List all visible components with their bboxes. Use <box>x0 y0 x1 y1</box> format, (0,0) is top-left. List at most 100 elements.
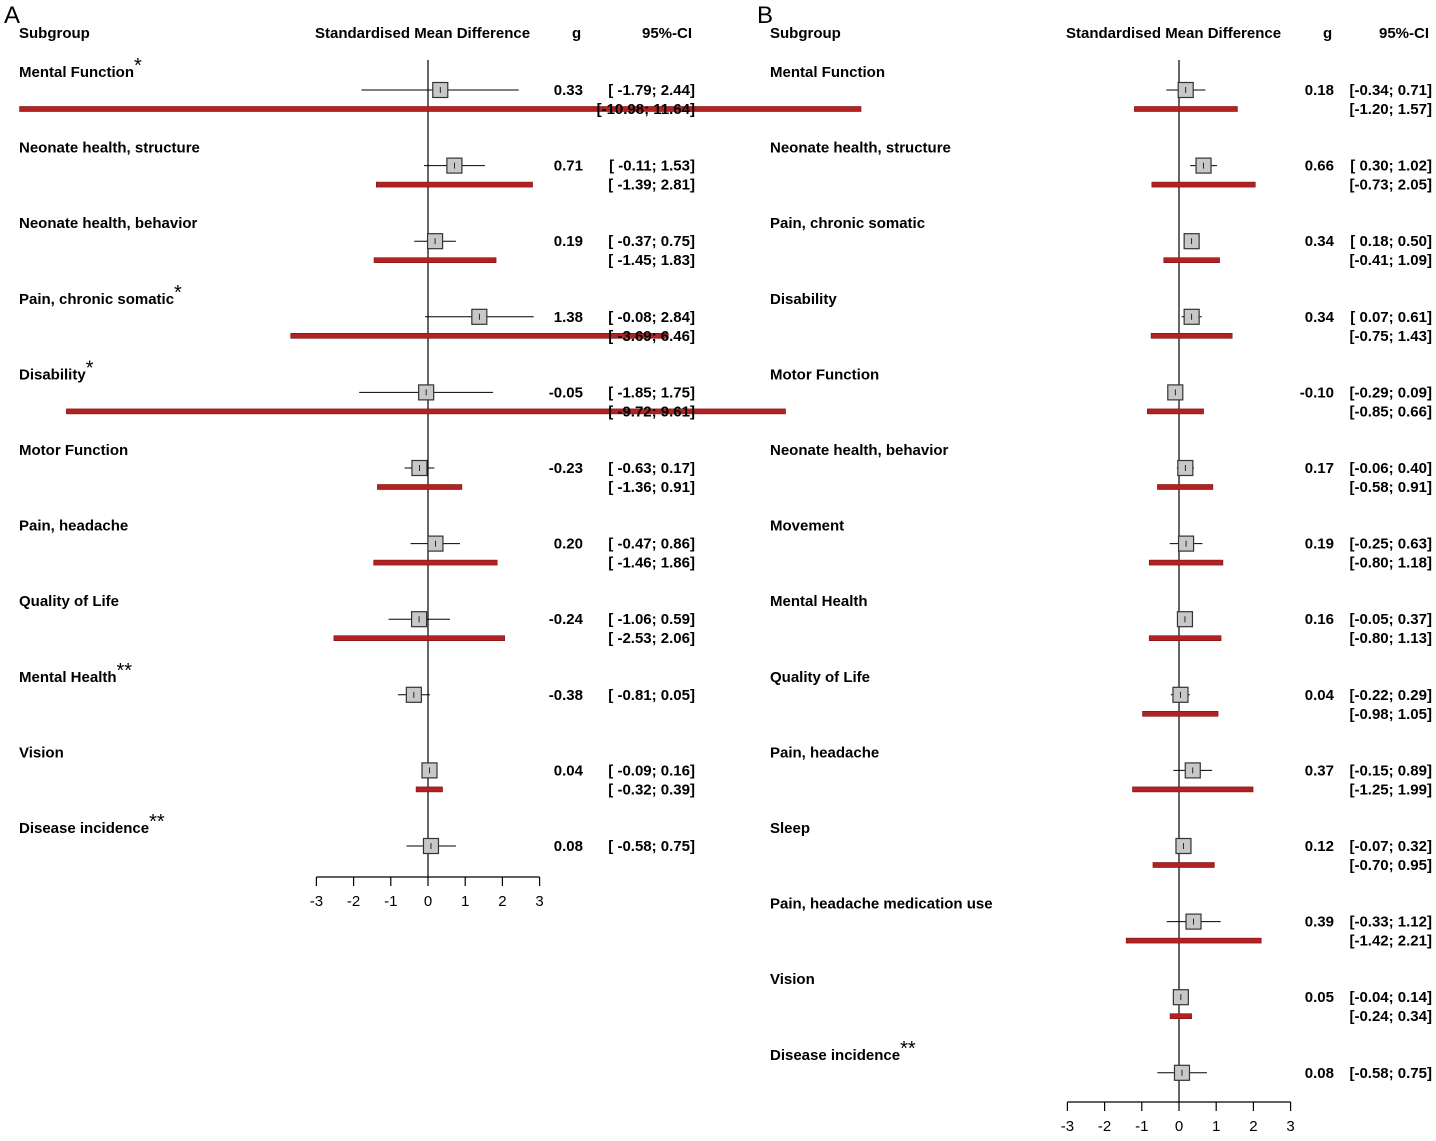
panel-a-ci-value: [ -1.85; 1.75] <box>608 384 695 401</box>
panel-b-x-tick-label: -3 <box>1061 1118 1074 1135</box>
panel-a-significance-mark: ** <box>149 811 165 833</box>
panel-b-x-tick-label: 1 <box>1212 1118 1220 1135</box>
panel-b-prediction-interval <box>1147 408 1204 415</box>
panel-b-prediction-interval <box>1125 937 1262 944</box>
panel-b-prediction-interval <box>1150 332 1233 339</box>
panel-b-g-value: 0.12 <box>1305 838 1334 855</box>
panel-b-row-label: Mental Function <box>770 64 885 81</box>
panel-a-row-label: Disease incidence** <box>19 811 165 837</box>
panel-b-row-label: Pain, headache medication use <box>770 896 993 913</box>
panel-a-g-value: 0.71 <box>554 158 583 175</box>
panel-b-row-label: Disability <box>770 291 837 308</box>
panel-a-x-tick-label: 1 <box>461 893 469 910</box>
panel-a-g-value: 0.08 <box>554 838 583 855</box>
panel-b-pi-value: [-0.98; 1.05] <box>1349 706 1432 723</box>
panel-b-prediction-interval <box>1163 257 1220 264</box>
panel-a-ci-value: [ -0.37; 0.75] <box>608 233 695 250</box>
panel-a-ci-value: [ -0.81; 0.05] <box>608 687 695 704</box>
panel-b-g-value: 0.18 <box>1305 82 1334 99</box>
panel-a-row-label: Disability* <box>19 357 94 383</box>
panel-b-row-label: Pain, headache <box>770 744 879 761</box>
panel-b-g-value: -0.10 <box>1300 384 1334 401</box>
panel-b-pi-value: [-1.25; 1.99] <box>1349 781 1432 798</box>
panel-b-x-tick-label: 3 <box>1286 1118 1294 1135</box>
panel-b-header-ci: 95%-CI <box>1379 25 1430 42</box>
panel-b-x-tick-label: 2 <box>1249 1118 1257 1135</box>
panel-b-prediction-interval <box>1152 862 1215 868</box>
panel-a-ci-value: [ -0.08; 2.84] <box>608 309 695 326</box>
panel-b-letter: B <box>757 2 774 29</box>
panel-a-row-label: Motor Function <box>19 442 128 459</box>
panel-b-g-value: 0.39 <box>1305 914 1334 931</box>
panel-a-pi-value: [ -0.32; 0.39] <box>608 781 695 798</box>
panel-a-pi-value: [ -2.53; 2.06] <box>608 630 695 647</box>
panel-b-g-value: 0.19 <box>1305 536 1334 553</box>
panel-a-pi-value: [-10.98; 11.64] <box>597 101 695 118</box>
panel-a-x-tick-label: -3 <box>310 893 323 910</box>
panel-a-row-label: Neonate health, behavior <box>19 215 198 232</box>
panel-b-ci-value: [ 0.18; 0.50] <box>1350 233 1432 250</box>
panel-a-header-subgroup: Subgroup <box>19 25 90 42</box>
panel-b-row-label: Sleep <box>770 820 810 837</box>
panel-b-ci-value: [-0.05; 0.37] <box>1349 611 1432 628</box>
panel-a-g-value: 0.33 <box>554 82 583 99</box>
panel-b-pi-value: [-0.70; 0.95] <box>1349 857 1432 874</box>
panel-b-pi-value: [-0.58; 0.91] <box>1349 479 1432 496</box>
panel-a-g-value: -0.23 <box>549 460 583 477</box>
panel-a-x-tick-label: 2 <box>498 893 506 910</box>
panel-a-prediction-interval <box>377 484 463 490</box>
panel-a-header-effect: Standardised Mean Difference <box>315 25 531 42</box>
panel-a-significance-mark: ** <box>117 660 133 682</box>
panel-b-pi-value: [-0.80; 1.18] <box>1349 555 1432 572</box>
panel-b-prediction-interval <box>1148 559 1224 566</box>
panel-a-prediction-interval <box>373 257 497 264</box>
panel-a-ci-value: [ -0.58; 0.75] <box>608 838 695 855</box>
panel-b-header-subgroup: Subgroup <box>770 25 841 42</box>
panel-b-pi-value: [-0.85; 0.66] <box>1349 403 1432 420</box>
panel-a-prediction-interval <box>415 786 443 793</box>
panel-a-ci-value: [ -0.09; 0.16] <box>608 762 695 779</box>
panel-a-row-label: Pain, headache <box>19 518 128 535</box>
panel-b-ci-value: [-0.15; 0.89] <box>1349 762 1432 779</box>
panel-b-pi-value: [-1.42; 2.21] <box>1349 933 1432 950</box>
panel-a-row-label: Pain, chronic somatic* <box>19 282 182 308</box>
panel-a-letter: A <box>4 2 21 29</box>
panel-a-g-value: 1.38 <box>554 309 583 326</box>
panel-a-pi-value: [ -1.45; 1.83] <box>608 252 695 269</box>
panel-b-pi-value: [-0.73; 2.05] <box>1349 177 1432 194</box>
panel-b-x-tick-label: -1 <box>1135 1118 1148 1135</box>
panel-b-ci-value: [-0.04; 0.14] <box>1349 989 1432 1006</box>
panel-b-ci-value: [-0.22; 0.29] <box>1349 687 1432 704</box>
panel-a-x-tick-label: 0 <box>424 893 432 910</box>
panel-b-prediction-interval <box>1142 710 1219 717</box>
panel-b-header-g: g <box>1323 25 1333 42</box>
panel-b-x-tick-label: 0 <box>1175 1118 1183 1135</box>
panel-b-x-tick-label: -2 <box>1098 1118 1111 1135</box>
panel-b-ci-value: [ 0.07; 0.61] <box>1350 309 1432 326</box>
panel-a-pi-value: [ -3.69; 6.46] <box>608 328 695 345</box>
panel-b-row-label: Neonate health, structure <box>770 140 951 157</box>
panel-b-ci-value: [-0.07; 0.32] <box>1349 838 1432 855</box>
panel-b-prediction-interval <box>1157 484 1214 490</box>
panel-a-g-value: 0.04 <box>554 762 584 779</box>
panel-b-row-label: Mental Health <box>770 593 868 610</box>
panel-a-ci-value: [ -0.11; 1.53] <box>609 158 695 175</box>
panel-a-x-tick-label: -2 <box>347 893 360 910</box>
panel-a-prediction-interval <box>19 106 862 112</box>
panel-b-ci-value: [-0.25; 0.63] <box>1349 536 1432 553</box>
panel-a-g-value: -0.38 <box>549 687 583 704</box>
panel-b-g-value: 0.04 <box>1305 687 1335 704</box>
panel-a-row-label: Vision <box>19 744 64 761</box>
panel-b-row-label: Vision <box>770 971 815 988</box>
panel-b-ci-value: [-0.58; 0.75] <box>1349 1065 1432 1082</box>
panel-a-ci-value: [ -1.06; 0.59] <box>608 611 695 628</box>
panel-b-row-label: Movement <box>770 518 844 535</box>
panel-b-header-effect: Standardised Mean Difference <box>1066 25 1282 42</box>
panel-a-row-label: Quality of Life <box>19 593 119 610</box>
panel-a-ci-value: [ -0.47; 0.86] <box>608 536 695 553</box>
panel-a-prediction-interval <box>290 332 669 339</box>
panel-b-row-label: Quality of Life <box>770 669 870 686</box>
panel-b-ci-value: [-0.33; 1.12] <box>1349 914 1432 931</box>
panel-b-g-value: 0.08 <box>1305 1065 1334 1082</box>
